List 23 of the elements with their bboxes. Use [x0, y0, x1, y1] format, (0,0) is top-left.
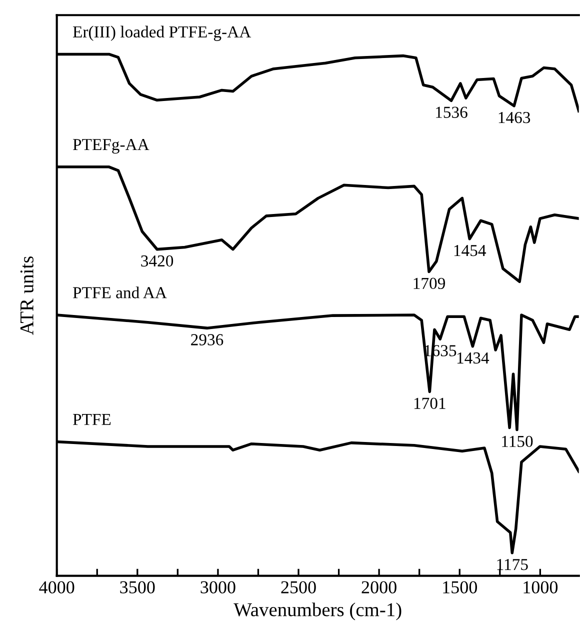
y-axis-title: ATR units: [20, 256, 34, 335]
x-tick-label: 3500: [120, 581, 155, 594]
x-tick-label: 2000: [362, 581, 396, 594]
annotation: 1434: [457, 352, 490, 364]
series-label: PTEFg-AA: [72, 138, 150, 154]
annotation: 3420: [141, 255, 174, 267]
annotation: 1454: [454, 244, 486, 256]
x-tick-label: 4000: [39, 581, 74, 594]
annotation: 1175: [497, 558, 528, 570]
x-tick-label: 2500: [281, 581, 316, 594]
series-label: Er(III) loaded PTFE-g-AA: [72, 26, 252, 41]
annotation: 1701: [414, 398, 446, 409]
annotation: 1150: [502, 436, 533, 448]
annotation: 1463: [498, 112, 530, 124]
x-tick-label: 1500: [443, 581, 477, 594]
x-tick-label: 3000: [200, 581, 236, 594]
series-label: PTFE and AA: [72, 286, 167, 298]
x-axis-title: Wavenumbers (cm-1): [234, 602, 402, 620]
annotation: 1536: [436, 106, 468, 118]
x-tick-label: 1000: [524, 581, 558, 594]
series-label: PTFE: [72, 414, 111, 425]
annotation: 1709: [414, 278, 445, 290]
annotation: 2936: [191, 334, 224, 346]
